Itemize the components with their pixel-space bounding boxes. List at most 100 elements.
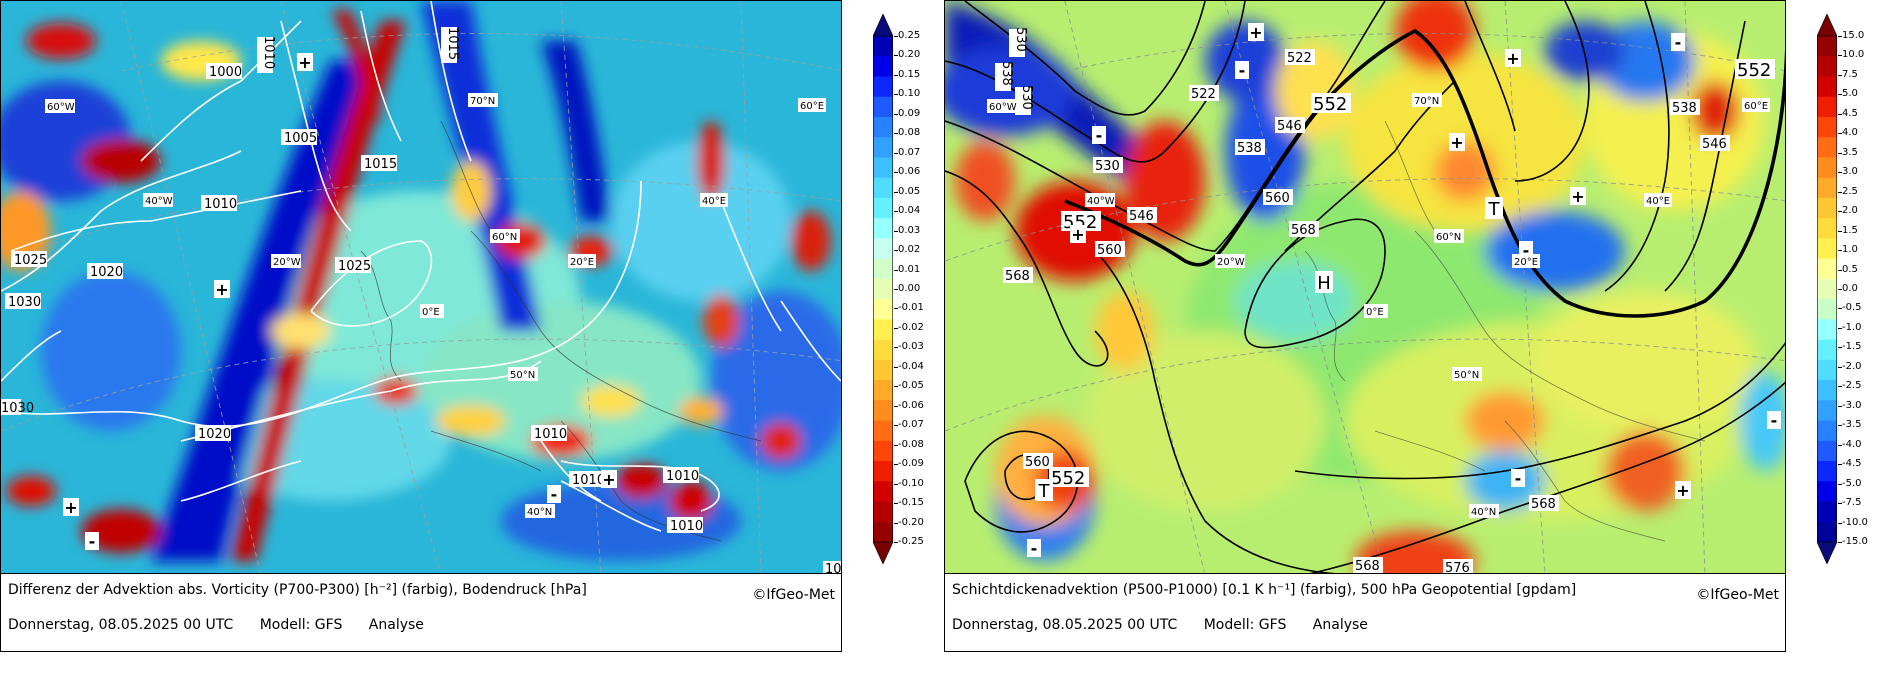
map-caption: Schichtdickenadvektion (P500-P1000) [0.1… xyxy=(944,574,1786,652)
svg-text:+: + xyxy=(1506,49,1519,68)
valid-date: Donnerstag, 08.05.2025 00 UTC xyxy=(8,617,234,633)
geo-label: 20°W xyxy=(271,254,301,268)
height-label: 552 xyxy=(1735,59,1775,81)
colorbar-segment xyxy=(1817,96,1837,118)
svg-text:T: T xyxy=(1488,199,1501,220)
svg-text:530: 530 xyxy=(1095,159,1120,174)
vorticity-map-svg: 1000 1005 1010 1015 1020 1025 1030 1010 … xyxy=(1,1,842,574)
svg-text:522: 522 xyxy=(1287,51,1312,66)
colorbar-segment xyxy=(873,197,893,219)
colorbar-segment xyxy=(873,278,893,300)
colorbar-segment xyxy=(873,501,893,523)
svg-text:+: + xyxy=(602,470,615,489)
colorbar-tick-label: 0.10 xyxy=(893,88,921,100)
colorbar-tick-label: -0.5 xyxy=(1838,302,1862,314)
colorbar-segment xyxy=(1817,319,1837,341)
svg-text:60°W: 60°W xyxy=(47,102,75,113)
high-center-label: H xyxy=(1315,271,1333,294)
low-pressure-symbol: - xyxy=(85,532,99,551)
svg-text:+: + xyxy=(1450,133,1463,152)
model-label: Modell: GFS xyxy=(259,617,343,633)
colorbar-svg xyxy=(1816,13,1838,565)
height-label: 568 xyxy=(1353,557,1383,573)
svg-text:538: 538 xyxy=(1672,101,1697,116)
copyright-label: ©IfGeo-Met xyxy=(1696,587,1779,603)
colorbar-segment xyxy=(1817,258,1837,280)
svg-text:+: + xyxy=(1676,481,1689,500)
colorbar-segment xyxy=(1817,197,1837,219)
svg-text:40°N: 40°N xyxy=(1471,507,1496,518)
colorbar-tick-label: 4.0 xyxy=(1838,127,1858,139)
low-pressure-symbol: - xyxy=(547,485,561,504)
colorbar-tick-label: -1.5 xyxy=(1838,341,1862,353)
svg-text:60°W: 60°W xyxy=(989,102,1017,113)
colorbar-tick-label: -7.5 xyxy=(1838,497,1862,509)
geo-label: 70°N xyxy=(468,93,498,107)
high-pressure-symbol: + xyxy=(297,53,313,72)
low-pressure-symbol: - xyxy=(1092,126,1106,145)
colorbar-tick-label: -0.09 xyxy=(894,458,924,470)
svg-text:1020: 1020 xyxy=(90,265,123,280)
high-pressure-symbol: + xyxy=(1248,23,1264,42)
colorbar-segment xyxy=(873,56,893,77)
colorbar-tick-label: 0.15 xyxy=(893,68,921,80)
isobar-label: 1005 xyxy=(281,129,317,146)
thickness-colorbar-ticks: 15.0 10.0 7.5 5.0 4.5 4.0 3.5 3.0 2.5 2.0 1.5 1.0 0.… xyxy=(1837,0,1880,574)
svg-text:0°E: 0°E xyxy=(1366,307,1384,318)
colorbar-tick-label: -15.0 xyxy=(1838,536,1868,547)
colorbar-segment xyxy=(1817,137,1837,158)
height-label: 538 xyxy=(1235,139,1265,156)
geo-label: 0°E xyxy=(1364,304,1388,318)
model-label: Modell: GFS xyxy=(1203,617,1287,633)
svg-text:60°E: 60°E xyxy=(800,101,824,112)
geo-label: 60°E xyxy=(798,98,826,112)
colorbar-segment xyxy=(873,521,893,543)
colorbar-segment xyxy=(1817,380,1837,401)
svg-text:568: 568 xyxy=(1291,223,1316,238)
svg-text:70°N: 70°N xyxy=(1414,96,1439,107)
height-label: 546 xyxy=(1275,117,1305,134)
low-pressure-symbol: - xyxy=(1027,539,1041,558)
colorbar-tick-label: 0.07 xyxy=(893,146,921,158)
vorticity-colorbar-ticks: 0.25 0.20 0.15 0.10 0.09 0.08 0.07 0.06 0.05 0.04… xyxy=(893,0,958,574)
svg-text:40°E: 40°E xyxy=(702,196,726,207)
geo-label: 50°N xyxy=(1452,367,1482,381)
geo-label: 40°W xyxy=(1085,193,1115,207)
height-label: 538 xyxy=(995,61,1014,91)
colorbar-tick-label: 0.09 xyxy=(893,107,921,119)
svg-text:20°W: 20°W xyxy=(273,257,301,268)
colorbar-segment xyxy=(873,481,893,503)
colorbar-extend-bottom xyxy=(872,541,894,565)
caption-title: Schichtdickenadvektion (P500-P1000) [0.1… xyxy=(952,582,1577,598)
caption-meta: Donnerstag, 08.05.2025 00 UTC Modell: GF… xyxy=(952,617,1390,633)
colorbar-tick-label: 0.01 xyxy=(893,263,921,275)
svg-text:20°E: 20°E xyxy=(1514,257,1538,268)
svg-text:1000: 1000 xyxy=(209,65,242,80)
svg-text:10: 10 xyxy=(825,562,842,574)
svg-text:20°E: 20°E xyxy=(570,257,594,268)
geo-label: 40°N xyxy=(525,504,555,518)
isobar-label: 10 xyxy=(823,561,842,574)
colorbar-tick-label: 0.05 xyxy=(893,185,921,197)
geo-label: 50°N xyxy=(508,367,538,381)
height-label: 522 xyxy=(1189,85,1219,102)
svg-text:0°E: 0°E xyxy=(422,307,440,318)
high-pressure-symbol: + xyxy=(601,470,617,489)
low-center-label: T xyxy=(1485,197,1503,220)
colorbar-segment xyxy=(873,420,893,442)
svg-text:560: 560 xyxy=(1097,243,1122,258)
isobar-label: 1030 xyxy=(1,399,34,416)
svg-text:T: T xyxy=(1038,481,1051,502)
colorbar-segment xyxy=(1817,299,1837,320)
colorbar-segment xyxy=(1817,278,1837,300)
geo-label: 60°W xyxy=(987,99,1017,113)
svg-text:1010: 1010 xyxy=(670,519,703,534)
colorbar-tick-label: -5.0 xyxy=(1838,477,1862,489)
isobar-label: 1015 xyxy=(361,155,397,172)
svg-text:40°W: 40°W xyxy=(1087,196,1115,207)
colorbar-tick-label: -0.07 xyxy=(894,419,924,431)
valid-date: Donnerstag, 08.05.2025 00 UTC xyxy=(952,617,1178,633)
colorbar-segment xyxy=(873,137,893,158)
svg-text:538: 538 xyxy=(999,61,1014,86)
svg-text:546: 546 xyxy=(1702,137,1727,152)
